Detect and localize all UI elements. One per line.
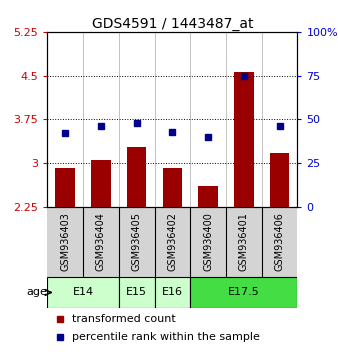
Text: GSM936400: GSM936400 <box>203 212 213 271</box>
Text: GSM936404: GSM936404 <box>96 212 106 271</box>
Text: E17.5: E17.5 <box>228 287 260 297</box>
Text: transformed count: transformed count <box>72 314 176 324</box>
Bar <box>91 160 111 207</box>
Bar <box>119 277 154 308</box>
Title: GDS4591 / 1443487_at: GDS4591 / 1443487_at <box>92 17 253 31</box>
Bar <box>154 277 190 308</box>
Text: E15: E15 <box>126 287 147 297</box>
Bar <box>47 277 119 308</box>
Bar <box>190 277 297 308</box>
Text: GSM936401: GSM936401 <box>239 212 249 271</box>
Bar <box>55 168 75 207</box>
Text: E16: E16 <box>162 287 183 297</box>
Bar <box>270 153 289 207</box>
Bar <box>127 147 146 207</box>
Text: percentile rank within the sample: percentile rank within the sample <box>72 332 260 342</box>
Bar <box>163 169 182 207</box>
Bar <box>198 187 218 207</box>
Text: GSM936406: GSM936406 <box>274 212 285 271</box>
Text: age: age <box>26 287 47 297</box>
Text: GSM936403: GSM936403 <box>60 212 70 271</box>
Text: GSM936405: GSM936405 <box>131 212 142 272</box>
Text: E14: E14 <box>72 287 94 297</box>
Bar <box>234 72 254 207</box>
Text: GSM936402: GSM936402 <box>167 212 177 272</box>
